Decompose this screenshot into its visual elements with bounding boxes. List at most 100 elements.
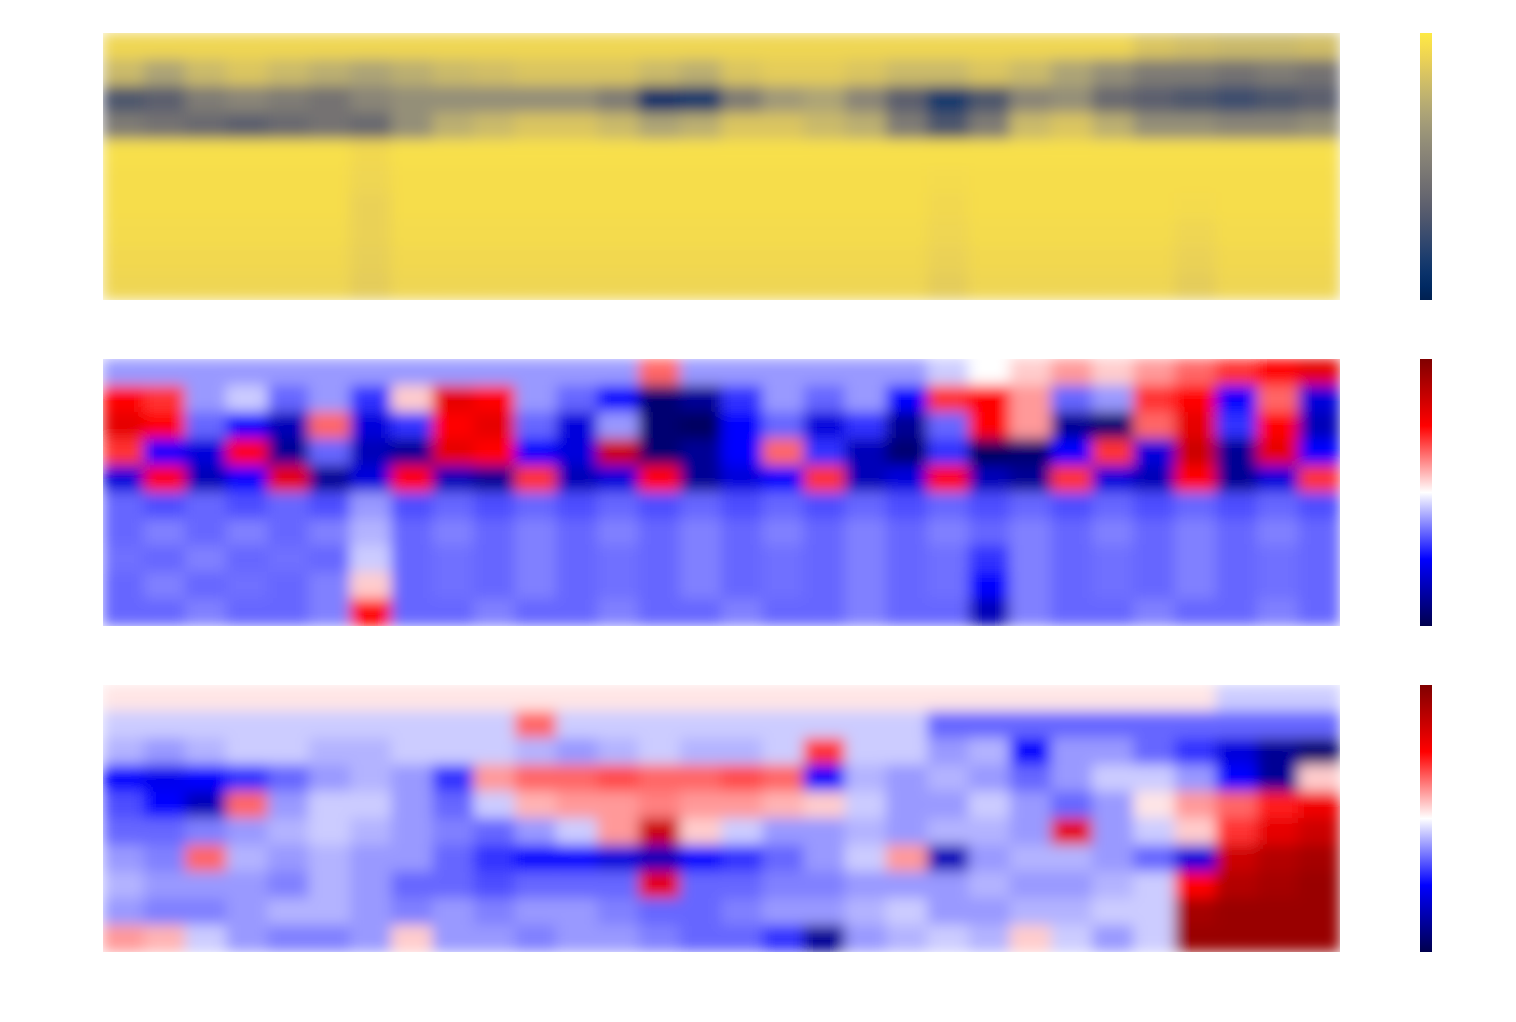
heatmap-cell [968, 711, 1010, 739]
heatmap-cell [350, 86, 392, 114]
heatmap-cell [1133, 219, 1175, 247]
heatmap-cell [1175, 139, 1217, 167]
heatmap-cell [968, 519, 1010, 547]
heatmap-cell [721, 166, 763, 194]
heatmap-cell [886, 685, 928, 712]
heatmap-cell [1216, 519, 1258, 547]
heatmap-cell [639, 711, 681, 739]
heatmap-cell [721, 738, 763, 766]
heatmap-cell [432, 86, 474, 114]
heatmap-cell [432, 412, 474, 440]
heatmap-cell [556, 519, 598, 547]
heatmap-cell [680, 33, 722, 60]
heatmap-cell [474, 166, 516, 194]
heatmap-cell [144, 59, 186, 87]
heatmap-cell [927, 412, 969, 440]
heatmap-cell [515, 113, 557, 141]
heatmap-cell [1010, 219, 1052, 247]
heatmap-cell [556, 738, 598, 766]
heatmap-cell [845, 738, 887, 766]
heatmap-cell [226, 599, 268, 626]
heatmap-cell [597, 818, 639, 846]
heatmap-cell [968, 139, 1010, 167]
heatmap-cell [103, 359, 145, 386]
heatmap-cell [103, 871, 145, 899]
heatmap-cell [391, 273, 433, 300]
heatmap-cell [1298, 685, 1340, 712]
heatmap-cell [1010, 86, 1052, 114]
heatmap-cell [432, 465, 474, 493]
heatmap-cell [1257, 166, 1299, 194]
heatmap-cell [309, 572, 351, 600]
heatmap-cell [144, 711, 186, 739]
heatmap-panel [103, 359, 1340, 626]
heatmap-cell [639, 465, 681, 493]
heatmap-cell [350, 599, 392, 626]
heatmap-cell [556, 59, 598, 87]
heatmap-cell [1257, 33, 1299, 60]
heatmap-cell [103, 33, 145, 60]
heatmap-cell [309, 59, 351, 87]
heatmap-cell [845, 273, 887, 300]
heatmap-cell [639, 385, 681, 413]
heatmap-cells [103, 685, 1340, 952]
heatmap-cell [845, 791, 887, 819]
heatmap-cell [1216, 845, 1258, 873]
heatmap-cell [267, 898, 309, 926]
heatmap-cell [556, 439, 598, 467]
heatmap-cell [597, 439, 639, 467]
heatmap-cell [1216, 246, 1258, 274]
heatmap-cell [762, 545, 804, 573]
heatmap-cell [1092, 219, 1134, 247]
heatmap-cell [1092, 359, 1134, 386]
heatmap-cell [103, 166, 145, 194]
heatmap-cell [1257, 925, 1299, 952]
heatmap-cell [762, 86, 804, 114]
heatmap-cell [1051, 166, 1093, 194]
heatmap-cell [1092, 385, 1134, 413]
heatmap-cell [680, 738, 722, 766]
heatmap-cell [1133, 246, 1175, 274]
heatmap-cell [1257, 791, 1299, 819]
heatmap-cell [350, 845, 392, 873]
heatmap-cell [474, 871, 516, 899]
heatmap-cell [803, 439, 845, 467]
heatmap-cell [845, 219, 887, 247]
heatmap-cell [1092, 519, 1134, 547]
heatmap-cell [1092, 193, 1134, 221]
heatmap-cell [803, 86, 845, 114]
heatmap-cell [474, 219, 516, 247]
heatmap-cell [1175, 166, 1217, 194]
heatmap-cell [680, 545, 722, 573]
heatmap-cell [968, 845, 1010, 873]
heatmap-cell [391, 219, 433, 247]
heatmap-cell [803, 59, 845, 87]
heatmap-cell [515, 599, 557, 626]
heatmap-cell [267, 139, 309, 167]
heatmap-cell [144, 685, 186, 712]
heatmap-cell [1216, 166, 1258, 194]
heatmap-cell [144, 765, 186, 793]
heatmap-cell [474, 765, 516, 793]
heatmap-cell [1010, 738, 1052, 766]
heatmap-cell [597, 871, 639, 899]
heatmap-cell [680, 139, 722, 167]
heatmap-cell [639, 845, 681, 873]
heatmap-cell [968, 193, 1010, 221]
heatmap-cell [144, 412, 186, 440]
heatmap-cell [1010, 359, 1052, 386]
heatmap-cell [391, 738, 433, 766]
heatmap-cell [267, 465, 309, 493]
heatmap-cell [391, 412, 433, 440]
heatmap-cell [1133, 492, 1175, 520]
heatmap-cell [474, 711, 516, 739]
heatmap-cell [309, 925, 351, 952]
heatmap-cell [226, 711, 268, 739]
heatmap-cell [886, 898, 928, 926]
heatmap-cell [762, 385, 804, 413]
heatmap-cell [597, 925, 639, 952]
heatmap-cell [309, 86, 351, 114]
heatmap-cell [103, 113, 145, 141]
heatmap-cell [597, 845, 639, 873]
heatmap-cell [1010, 273, 1052, 300]
